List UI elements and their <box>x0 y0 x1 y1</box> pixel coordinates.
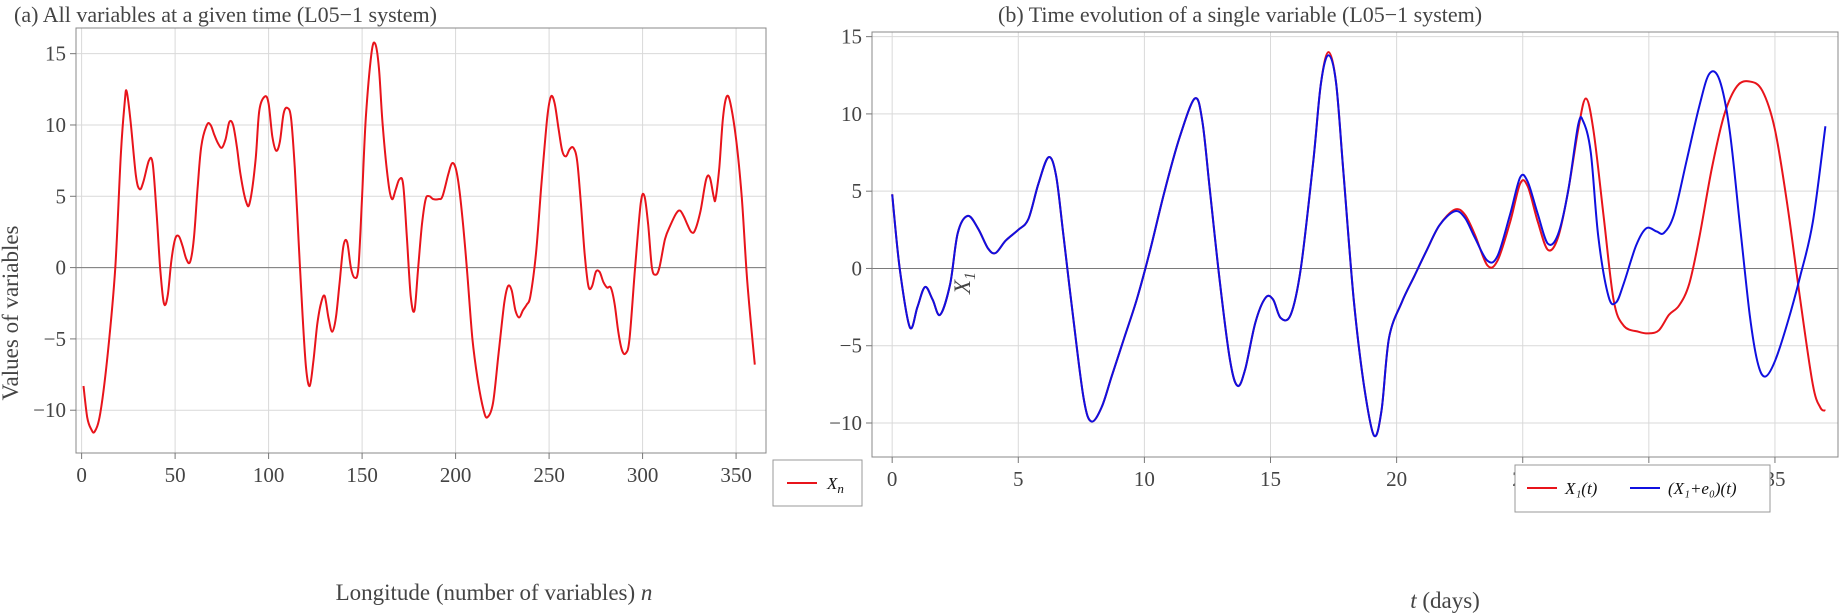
panel-a-frame <box>75 27 767 454</box>
x-tick-label: 200 <box>440 463 472 487</box>
series-line-1-0 <box>891 51 1826 438</box>
panel-a-legend: Xn <box>772 459 863 507</box>
x-tick-label: 10 <box>1134 467 1155 491</box>
x-tick-label: 250 <box>533 463 565 487</box>
y-tick-label: −5 <box>44 327 66 351</box>
panel-b-series <box>891 51 1827 438</box>
x-tick-label: 150 <box>346 463 378 487</box>
x-tick-label: 5 <box>1013 467 1024 491</box>
x-tick-label: 300 <box>627 463 659 487</box>
panel-b: (b) Time evolution of a single variable … <box>829 2 1839 613</box>
series-line-0-0 <box>82 41 756 434</box>
x-tick-label: 15 <box>1260 467 1281 491</box>
y-tick-label: −10 <box>829 411 862 435</box>
legend-label-x1: X₁(t) <box>1564 479 1598 498</box>
panel-a-series <box>82 41 756 434</box>
x-tick-label: 0 <box>887 467 898 491</box>
y-tick-label: −5 <box>840 334 862 358</box>
legend-label-xn: Xn <box>826 474 844 496</box>
panel-b-ylabel: X1 <box>950 272 979 295</box>
panel-b-legend: X₁(t) (X₁+e₀)(t) <box>1514 464 1771 513</box>
legend-label-x1-perturbed: (X₁+e₀)(t) <box>1668 479 1737 498</box>
x-tick-label: 20 <box>1386 467 1407 491</box>
panel-a-title: (a) All variables at a given time (L05−1… <box>14 2 437 27</box>
y-tick-label: 0 <box>852 256 863 280</box>
panel-a-ylabel: Values of variables <box>0 225 23 400</box>
y-tick-label: 0 <box>56 256 67 280</box>
panel-b-xlabel: t (days) <box>1410 588 1480 613</box>
panel-b-frame <box>871 31 1839 458</box>
y-tick-label: −10 <box>33 398 66 422</box>
y-tick-label: 15 <box>841 25 862 49</box>
panel-b-grid <box>872 32 1838 457</box>
panel-a: (a) All variables at a given time (L05−1… <box>0 2 863 605</box>
x-tick-label: 50 <box>165 463 186 487</box>
panel-b-title: (b) Time evolution of a single variable … <box>998 2 1482 27</box>
x-tick-label: 0 <box>76 463 87 487</box>
y-tick-label: 5 <box>56 184 67 208</box>
x-tick-label: 100 <box>253 463 285 487</box>
x-tick-label: 350 <box>720 463 752 487</box>
y-tick-label: 10 <box>45 113 66 137</box>
series-line-1-1 <box>891 54 1827 438</box>
panel-a-ticks: 0 50 100 150 200 250 300 350 −10 −5 0 5 10 15 <box>33 42 752 487</box>
panel-a-xlabel: Longitude (number of variables) n <box>336 580 653 605</box>
y-tick-label: 5 <box>852 179 863 203</box>
y-tick-label: 10 <box>841 102 862 126</box>
y-tick-label: 15 <box>45 42 66 66</box>
panel-a-legend-box <box>772 459 863 507</box>
